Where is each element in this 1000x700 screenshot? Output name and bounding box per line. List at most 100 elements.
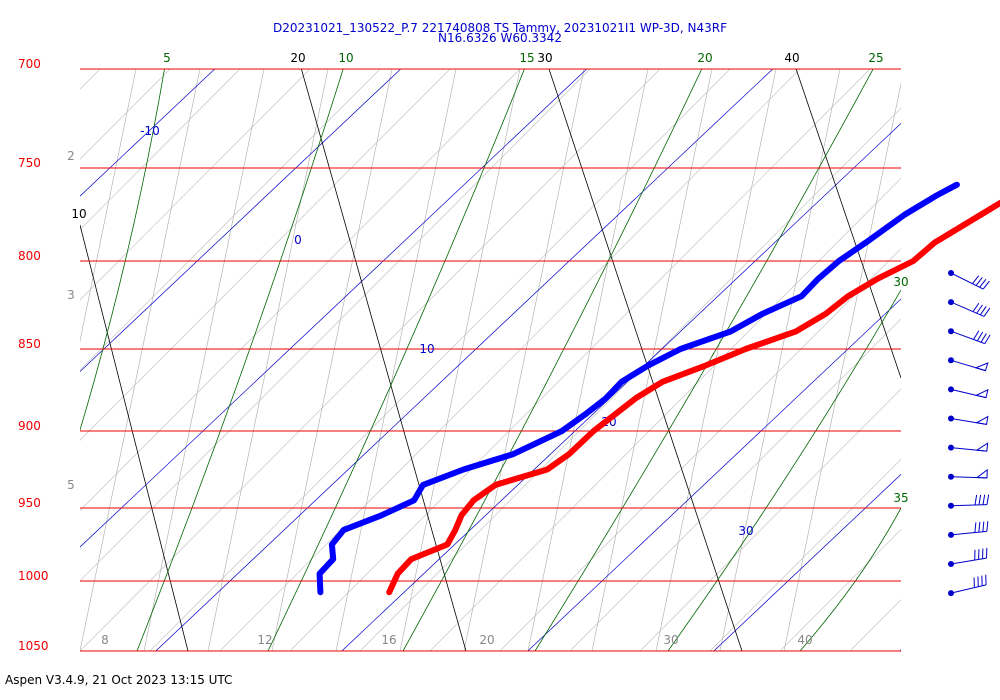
saturated-grid-line [920, 69, 1000, 651]
mixing-ratio-line [80, 69, 137, 343]
pressure-axis-label: 900 [18, 419, 41, 433]
isotherm-line [80, 69, 215, 197]
mixing-ratio-line [399, 69, 521, 651]
saturated-grid-line [499, 248, 901, 651]
wind-barb [948, 521, 989, 538]
saturated-grid-line [80, 69, 451, 441]
mixing-ratio-line [207, 69, 329, 651]
wind-barb [948, 328, 991, 345]
isotherm-line [713, 473, 901, 651]
moist-adiabat-label: 10 [338, 51, 353, 65]
moist-adiabat-label: 30 [893, 275, 908, 289]
bottom-axis-label: 8 [101, 633, 109, 647]
mixing-ratio-label: 2 [67, 149, 75, 163]
saturated-grid-line [149, 69, 731, 651]
dry-adiabat-line [548, 69, 743, 651]
saturated-grid-line [709, 458, 901, 651]
moist-adiabat-label: 35 [893, 491, 908, 505]
mixing-ratio-label: 5 [67, 478, 75, 492]
moist-adiabat-line [402, 69, 703, 651]
mixing-ratio-line [335, 69, 457, 651]
saturated-grid-line [990, 69, 1000, 651]
mixing-ratio-line [591, 69, 713, 651]
saturated-grid-line [80, 69, 661, 651]
pressure-axis-label: 850 [18, 337, 41, 351]
chart-subtitle: N16.6326 W60.3342 [438, 31, 562, 45]
grid-labels: 700 750 800 850 900 950 1000 1050 -10 0 10 20 30 10 20… [18, 51, 909, 653]
bottom-axis-label: 12 [257, 633, 272, 647]
moist-adiabat-label: 20 [697, 51, 712, 65]
wind-barb [948, 547, 988, 567]
dry-adiabat-line [80, 224, 189, 651]
wind-barb [948, 357, 989, 372]
saturated-grid-line [80, 69, 241, 230]
chart-title: D20231021_130522_P.7 221740808 TS Tammy,… [272, 21, 728, 35]
wind-barb [948, 494, 990, 509]
bottom-axis-label: 16 [381, 633, 396, 647]
wind-barbs [948, 270, 991, 597]
wind-barb [948, 386, 989, 399]
saturated-grid-line [849, 599, 901, 651]
isotherm-line [527, 298, 901, 651]
saturated-grid-line [80, 69, 381, 371]
wind-barb [948, 468, 988, 480]
saturated-grid-line [219, 69, 801, 651]
pressure-axis-label: 800 [18, 249, 41, 263]
pressure-axis-label: 1000 [18, 569, 49, 583]
bottom-axis-label: 20 [479, 633, 494, 647]
wind-barb [948, 270, 990, 290]
pressure-axis-label: 700 [18, 57, 41, 71]
saturated-grid-line [80, 69, 521, 511]
isotherm-label: -10 [140, 124, 160, 138]
isotherm-label: 10 [419, 342, 434, 356]
software-version-footer: Aspen V3.4.9, 21 Oct 2023 13:15 UTC [5, 673, 233, 687]
saturated-grid-line [569, 318, 901, 651]
mixing-ratio-line [527, 69, 649, 651]
dry-adiabat-label: 30 [537, 51, 552, 65]
mixing-ratio-line [80, 69, 201, 651]
bottom-axis-label: 30 [663, 633, 678, 647]
saturated-grid-line [80, 69, 311, 301]
isotherm-line [80, 69, 587, 548]
wind-barb [948, 415, 989, 425]
moist-adiabat-label: 15 [519, 51, 534, 65]
mixing-ratio-line [143, 69, 265, 651]
mixing-ratio-line [719, 69, 841, 651]
moist-adiabat-line [667, 289, 901, 651]
moist-adiabat-line [136, 69, 344, 651]
dry-adiabat-label: 10 [71, 207, 86, 221]
isotherm-label: 30 [738, 524, 753, 538]
mixing-ratio-line [463, 69, 585, 651]
sounding-traces [316, 181, 1000, 596]
saturated-grid-line [80, 69, 101, 90]
isotherm-label: 0 [294, 233, 302, 247]
wind-barb [948, 442, 989, 452]
pressure-axis-label: 750 [18, 156, 41, 170]
wind-barb [948, 574, 987, 597]
pressure-axis-label: 950 [18, 496, 41, 510]
moist-adiabat-line [80, 69, 165, 431]
saturated-grid-line [289, 69, 871, 651]
dry-adiabat-line [300, 69, 467, 651]
mixing-ratio-line [0, 69, 8, 651]
dry-adiabat-line [795, 69, 901, 379]
isobars [80, 68, 901, 652]
isotherm-line [80, 69, 401, 373]
pressure-axis-label: 1050 [18, 639, 49, 653]
wind-barb [948, 299, 991, 317]
saturated-grid-line [639, 388, 901, 651]
moist-adiabat-line [534, 69, 874, 651]
dewpoint-trace [316, 181, 960, 596]
dry-adiabat-label: 20 [290, 51, 305, 65]
saturated-grid-line [779, 529, 901, 651]
mixing-ratio-line [783, 82, 901, 651]
isotherm-line [155, 69, 773, 651]
mixing-ratio-label: 3 [67, 288, 75, 302]
isotherm-line [341, 122, 901, 651]
bottom-axis-label: 40 [797, 633, 812, 647]
moist-adiabat-line [799, 507, 901, 651]
moist-adiabat-label: 5 [163, 51, 171, 65]
temperature-trace [386, 199, 1000, 596]
moist-adiabat-label: 25 [868, 51, 883, 65]
